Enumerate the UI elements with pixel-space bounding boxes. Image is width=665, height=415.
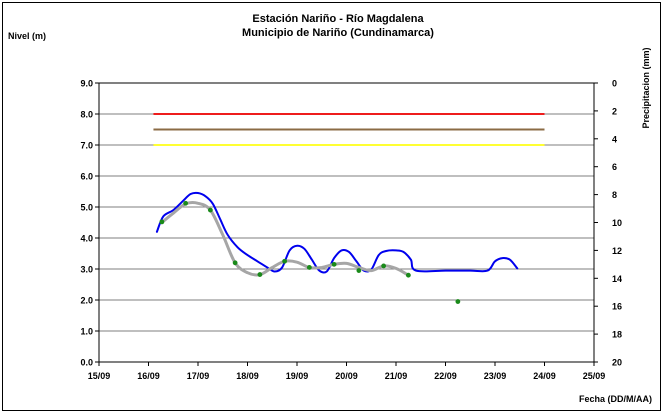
y-right-tick-label: 18 [612, 330, 622, 340]
series-line-0 [155, 191, 519, 274]
data-point [159, 219, 165, 225]
y-left-tick-label: 8.0 [80, 110, 93, 120]
y-right-tick-label: 0 [612, 79, 617, 89]
y-left-tick-label: 7.0 [80, 141, 93, 151]
data-point [356, 268, 362, 273]
x-axis-label: Fecha (DD/M/AA) [579, 394, 652, 404]
x-tick-label: 22/09 [434, 371, 457, 381]
data-point [381, 263, 387, 269]
y-right-tick-label: 4 [612, 134, 617, 144]
plot-area [98, 82, 595, 363]
left-axis-label: Nivel (m) [8, 31, 46, 41]
data-point [207, 207, 213, 213]
y-right-tick-label: 16 [612, 302, 622, 312]
y-left-tick-label: 6.0 [80, 172, 93, 182]
x-tick-label: 20/09 [335, 371, 358, 381]
x-tick-label: 23/09 [484, 371, 507, 381]
data-point [306, 265, 312, 270]
x-tick-label: 24/09 [533, 371, 556, 381]
data-point [183, 200, 189, 206]
x-tick-label: 19/09 [286, 371, 309, 381]
y-left-tick-label: 4.0 [80, 234, 93, 244]
y-right-tick-label: 20 [612, 358, 622, 368]
data-point [257, 272, 263, 277]
y-left-tick-label: 5.0 [80, 203, 93, 213]
y-left-tick-label: 2.0 [80, 296, 93, 306]
data-point [232, 260, 238, 266]
right-axis-label: Precipitacion (mm) [641, 47, 651, 128]
data-point [405, 272, 411, 278]
y-right-tick-label: 2 [612, 106, 617, 116]
data-point [331, 261, 337, 267]
x-tick-label: 21/09 [385, 371, 408, 381]
y-left-tick-label: 3.0 [80, 265, 93, 275]
x-tick-label: 25/09 [583, 371, 606, 381]
x-tick-label: 18/09 [236, 371, 259, 381]
y-right-tick-label: 8 [612, 190, 617, 200]
chart-subtitle: Municipio de Nariño (Cundinamarca) [242, 27, 434, 39]
y-left-tick-label: 1.0 [80, 327, 93, 337]
y-right-tick-label: 12 [612, 246, 622, 256]
chart-title: Estación Nariño - Río Magdalena [252, 13, 424, 25]
y-right-tick-label: 14 [612, 274, 622, 284]
chart-frame [2, 2, 661, 411]
y-right-tick-label: 10 [612, 218, 622, 228]
x-tick-label: 15/09 [88, 371, 111, 381]
data-point [282, 258, 288, 264]
y-left-tick-label: 9.0 [80, 79, 93, 89]
y-left-tick-label: 0.0 [80, 358, 93, 368]
data-point [455, 299, 461, 304]
y-right-tick-label: 6 [612, 162, 617, 172]
x-tick-label: 16/09 [137, 371, 160, 381]
x-tick-label: 17/09 [187, 371, 210, 381]
series-line-1 [160, 201, 410, 277]
